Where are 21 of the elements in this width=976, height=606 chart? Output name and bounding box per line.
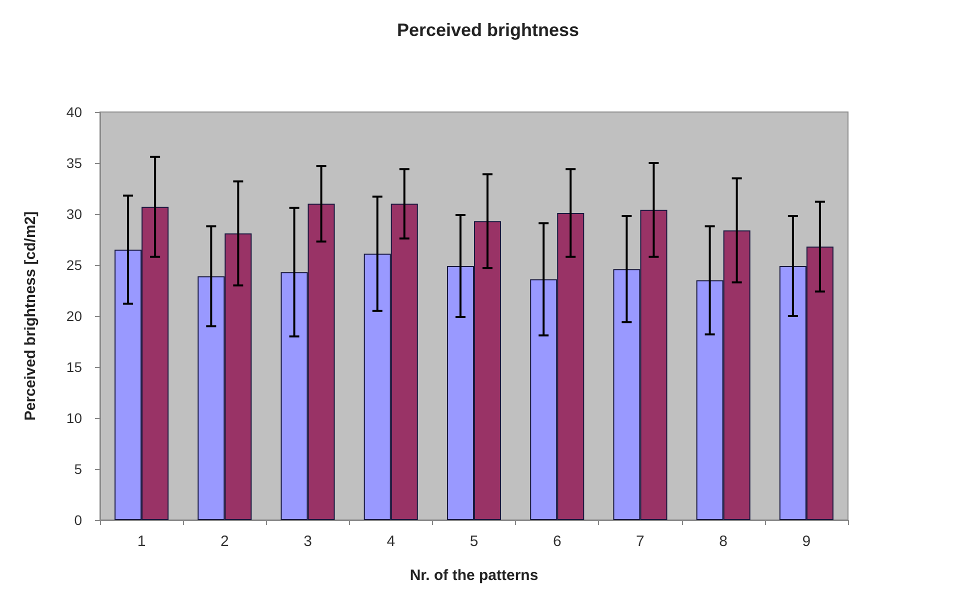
x-tick-label: 9: [802, 533, 811, 550]
x-tick-label: 3: [304, 533, 312, 550]
y-tick-label: 0: [74, 512, 82, 528]
y-axis-title: Perceived brightness [cd/m2]: [22, 211, 39, 421]
x-axis-title: Nr. of the patterns: [410, 567, 538, 584]
x-tick-label: 4: [386, 533, 396, 550]
y-tick-label: 5: [74, 461, 82, 477]
y-tick-label: 25: [66, 257, 82, 273]
x-tick-label: 7: [636, 533, 644, 550]
x-tick-label: 1: [137, 533, 146, 550]
y-tick-label: 10: [66, 410, 82, 426]
y-tick-label: 15: [66, 359, 82, 375]
x-tick-label: 8: [719, 533, 728, 550]
x-tick-label: 2: [220, 533, 229, 550]
y-tick-label: 40: [66, 104, 82, 120]
x-tick-label: 5: [470, 533, 478, 550]
x-tick-label: 6: [552, 533, 562, 550]
y-tick-label: 20: [66, 308, 82, 324]
y-tick-label: 35: [66, 155, 82, 171]
chart-title: Perceived brightness: [396, 20, 580, 40]
y-tick-label: 30: [66, 206, 82, 222]
